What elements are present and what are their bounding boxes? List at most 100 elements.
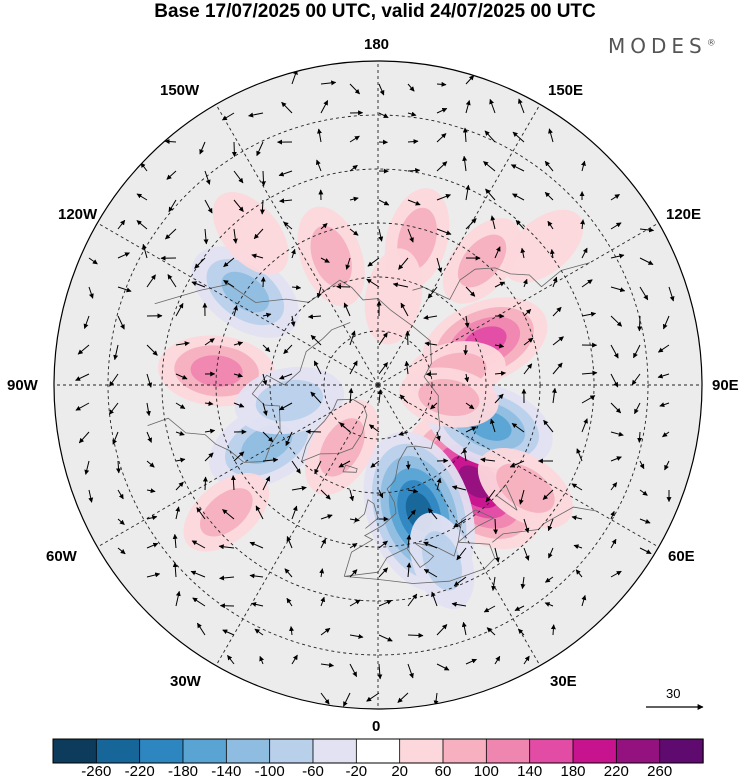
wind-vector (378, 112, 389, 119)
wind-vector (83, 315, 90, 329)
wind-vector (514, 605, 525, 611)
wind-vector (511, 422, 525, 433)
wind-vector (117, 252, 130, 259)
wind-vector (190, 570, 206, 578)
coastline (147, 322, 351, 463)
wind-vector (610, 402, 622, 414)
wind-vector (399, 394, 409, 404)
wind-vector (167, 274, 177, 288)
wind-vector (451, 601, 467, 607)
wind-vector (436, 81, 447, 87)
colorbar-swatch (312, 738, 358, 764)
wind-vector (581, 395, 596, 404)
wind-vector (453, 518, 467, 528)
wind-vector (639, 489, 648, 496)
wind-vector (494, 655, 501, 665)
wind-vector (196, 507, 206, 520)
wind-vectors (75, 69, 675, 707)
colorbar-tick-label: -20 (345, 763, 368, 780)
wind-vector (165, 228, 177, 240)
wind-vector (494, 393, 504, 404)
wind-vector (320, 257, 330, 263)
wind-vector (378, 332, 388, 346)
wind-vector (204, 170, 211, 185)
meridian-label-30e: 30E (550, 673, 577, 690)
meridian-label-30w: 30W (170, 673, 201, 690)
wind-vector (349, 135, 360, 143)
wind-vector (491, 576, 497, 591)
wind-vector (423, 314, 438, 320)
wind-vector (291, 505, 298, 520)
wind-vector (552, 336, 564, 346)
wind-vector (639, 286, 649, 301)
wind-vector (668, 286, 675, 302)
wind-vector (262, 402, 268, 416)
wind-vector (377, 663, 383, 680)
wind-vector (88, 286, 94, 299)
anomaly-contour (503, 209, 584, 283)
wind-vector (233, 305, 238, 317)
anomaly-contour (212, 192, 289, 275)
wind-vector (146, 373, 153, 388)
wind-vector (520, 576, 526, 590)
meridian-line (377, 104, 541, 386)
brand-text: MODES (608, 34, 707, 58)
wind-vector (662, 315, 670, 330)
colorbar-tick-label: 140 (517, 763, 543, 780)
wind-vector (310, 391, 322, 404)
meridian-line (377, 222, 659, 386)
meridian-label-120w: 120W (58, 206, 98, 223)
meridian-line (215, 104, 379, 386)
wind-vector (581, 311, 597, 317)
wind-vector (289, 626, 295, 636)
coastline (492, 506, 597, 543)
wind-vector (366, 278, 380, 288)
wind-vector (522, 278, 528, 288)
wind-vector (433, 692, 439, 706)
wind-vector (146, 431, 152, 443)
wind-vector (406, 534, 412, 549)
anomaly-blob (234, 366, 345, 435)
wind-vector (547, 518, 554, 532)
wind-vector (436, 107, 448, 114)
wind-vector (518, 489, 525, 505)
wind-vector (451, 485, 467, 491)
colorbar-tick-label: -180 (167, 763, 199, 780)
wind-vector (320, 100, 329, 114)
colorbar-swatch (529, 738, 574, 764)
wind-vector (284, 568, 293, 578)
wind-vector (310, 334, 322, 346)
wind-vector (453, 576, 467, 587)
wind-vector (407, 509, 416, 520)
wind-vector (279, 198, 293, 204)
wind-vector (175, 402, 186, 410)
wind-vector (456, 547, 467, 561)
colorbar-tick-label: -60 (302, 763, 324, 780)
wind-vector (108, 402, 119, 415)
wind-vector (194, 257, 206, 269)
wind-vector (462, 155, 468, 172)
wind-vector (378, 199, 390, 206)
wind-vector (523, 337, 534, 346)
wind-vector (400, 302, 409, 317)
colorbar-swatch (139, 738, 184, 764)
wind-vector (279, 373, 293, 380)
wind-vector (175, 481, 184, 491)
wind-vector (483, 161, 496, 172)
wind-vector (251, 601, 264, 607)
wind-vector (262, 476, 271, 491)
wind-vector (349, 663, 358, 678)
registered-mark: ® (706, 38, 716, 49)
wind-vector (140, 162, 148, 172)
wind-vector (581, 418, 588, 433)
meridian-label-90e: 90E (712, 377, 739, 394)
wind-vector (367, 257, 380, 267)
coastline (353, 499, 379, 529)
wind-vector (547, 220, 554, 230)
wind-vector (369, 424, 380, 433)
wind-vector (397, 692, 409, 703)
meridian-label-150e: 150E (548, 82, 584, 99)
wind-vector (172, 562, 178, 578)
wind-vector (349, 599, 361, 607)
